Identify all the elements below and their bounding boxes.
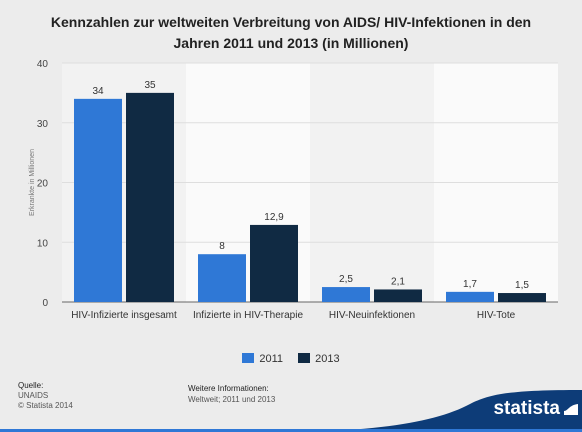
source-line: UNAIDS (18, 391, 49, 400)
source-block: Quelle: UNAIDS © Statista 2014 (18, 381, 73, 411)
data-label-2013: 1,5 (515, 280, 529, 291)
y-tick-label: 20 (37, 179, 49, 190)
source-heading: Quelle: (18, 381, 44, 390)
chart-title-line-2: Jahren 2011 und 2013 (in Millionen) (173, 35, 409, 51)
info-block: Weitere Informationen: Weltweit; 2011 un… (188, 383, 275, 405)
legend-label-2013: 2013 (315, 353, 340, 365)
chart-title: Kennzahlen zur weltweiten Verbreitung vo… (0, 12, 582, 54)
data-label-2011: 2,5 (339, 274, 353, 285)
bar-2011 (322, 287, 370, 302)
x-tick-label: HIV-Tote (477, 310, 516, 321)
x-tick-label: HIV-Neuinfektionen (329, 310, 415, 321)
x-tick-label: Infizierte in HIV-Therapie (193, 310, 303, 321)
legend: 2011 2013 (0, 353, 582, 365)
bar-2011 (74, 98, 122, 302)
legend-item-2013: 2013 (298, 353, 340, 365)
bar-2011 (198, 254, 246, 302)
data-label-2011: 1,7 (463, 279, 477, 290)
data-label-2011: 34 (92, 86, 104, 97)
statista-wave-icon (564, 404, 578, 415)
bar-chart: 0 10 20 30 40 Erkrankte in Millionen 34 35 HIV-I… (29, 59, 558, 321)
info-text: Weltweit; 2011 und 2013 (188, 395, 276, 404)
data-label-2013: 12,9 (264, 212, 284, 223)
x-tick-label: HIV-Infizierte insgesamt (71, 310, 177, 321)
y-tick-label: 10 (37, 238, 49, 249)
chart-title-line-1: Kennzahlen zur weltweiten Verbreitung vo… (50, 14, 532, 30)
y-tick-label: 0 (42, 298, 48, 309)
legend-swatch-2011 (242, 353, 255, 363)
statista-logo[interactable]: statista (493, 398, 560, 419)
data-label-2013: 2,1 (391, 276, 405, 287)
y-tick-label: 40 (37, 59, 49, 70)
legend-label-2011: 2011 (259, 353, 284, 365)
bar-2011 (446, 291, 494, 302)
info-heading: Weitere Informationen: (188, 384, 269, 393)
data-label-2013: 35 (144, 80, 156, 91)
bar-2013 (250, 224, 298, 302)
legend-item-2011: 2011 (242, 353, 283, 365)
y-axis-title: Erkrankte in Millionen (29, 149, 36, 216)
bar-2013 (498, 293, 546, 302)
bar-2013 (374, 289, 422, 302)
data-label-2011: 8 (219, 241, 225, 252)
bar-2013 (126, 92, 174, 302)
copyright-line: © Statista 2014 (18, 401, 73, 410)
y-tick-label: 30 (37, 119, 49, 130)
legend-swatch-2013 (298, 353, 311, 363)
